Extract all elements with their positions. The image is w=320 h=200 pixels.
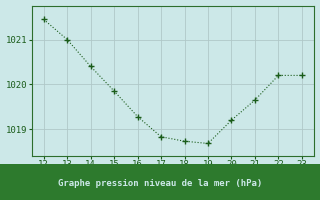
Text: Graphe pression niveau de la mer (hPa): Graphe pression niveau de la mer (hPa) bbox=[58, 179, 262, 188]
